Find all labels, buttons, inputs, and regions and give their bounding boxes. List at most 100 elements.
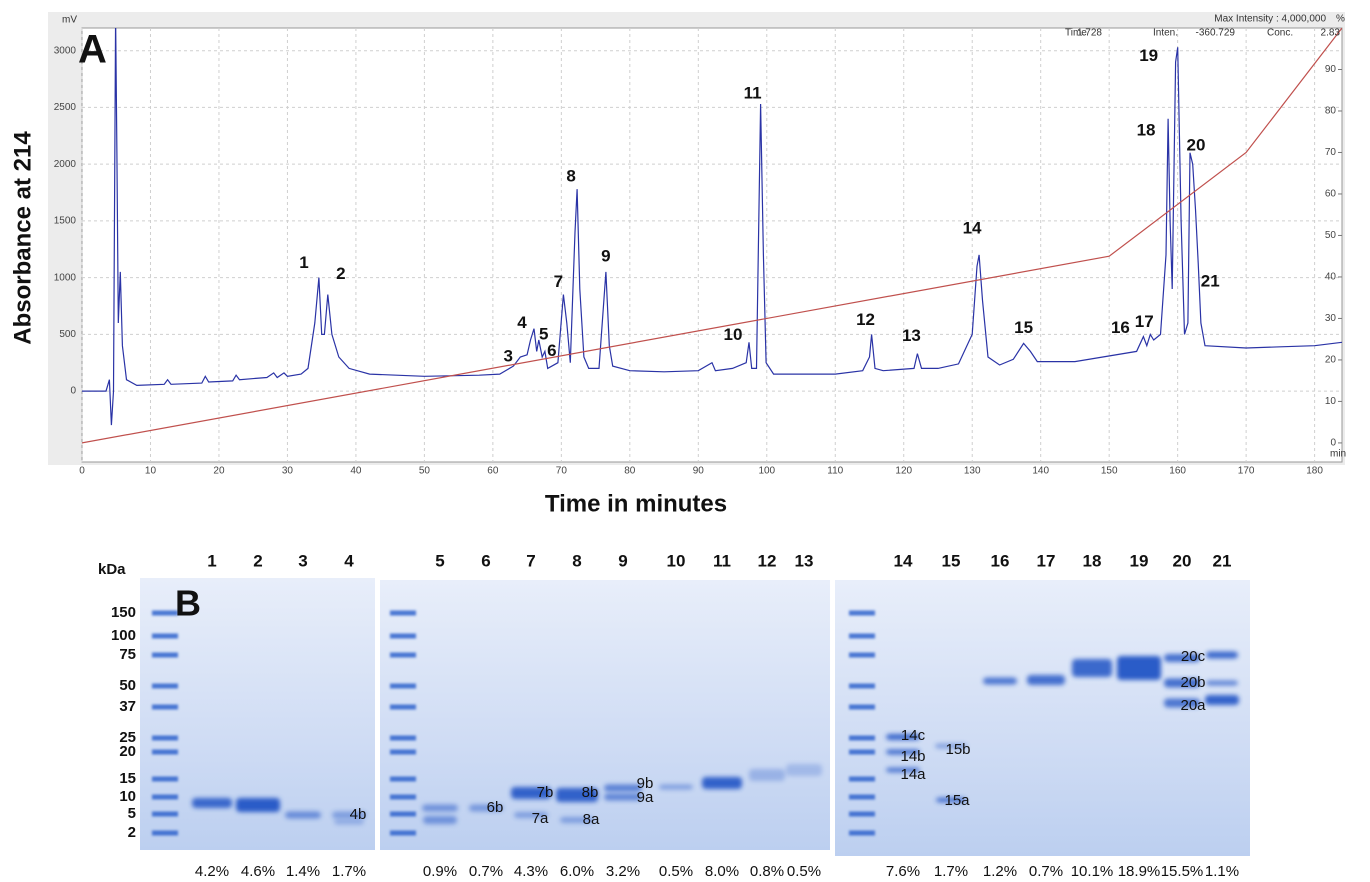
gel-band [422, 804, 458, 812]
band-label: 7a [532, 810, 549, 827]
gel-band [514, 812, 548, 818]
gel-band [936, 797, 966, 803]
lane-number: 15 [942, 551, 961, 570]
gel-band [1164, 698, 1200, 708]
x-axis-title: Time in minutes [545, 490, 727, 517]
gel-band [192, 798, 232, 808]
gel-band [511, 787, 551, 799]
lane-percent: 0.8% [750, 863, 784, 880]
marker-band [152, 749, 178, 755]
gel-band [935, 743, 967, 749]
x-tick-label: 40 [350, 466, 362, 477]
lane-percent: 6.0% [560, 863, 594, 880]
lane-number: 17 [1037, 551, 1056, 570]
series-line [82, 28, 1342, 444]
lane-percent: 4.3% [514, 863, 548, 880]
marker-band [390, 704, 416, 710]
marker-band [390, 776, 416, 782]
band-label: 9a [637, 789, 654, 806]
lane-percent: 0.5% [787, 863, 821, 880]
marker-band [849, 830, 875, 836]
marker-band [152, 652, 178, 658]
plot-area [81, 27, 1343, 463]
peak-label: 14 [963, 218, 982, 237]
lane-percent: 0.7% [1029, 863, 1063, 880]
marker-band [390, 749, 416, 755]
gel-band [886, 734, 920, 740]
y2-tick-label: 80 [1325, 106, 1337, 117]
band-label: 15b [945, 741, 970, 758]
gel-band [1027, 675, 1065, 685]
peak-label: 7 [554, 272, 563, 291]
gel [835, 580, 1250, 856]
y2-tick-label: 30 [1325, 313, 1337, 324]
gel-panel: 1501007550372520151052kDaB14.2%24.6%31.4… [98, 551, 1250, 880]
gel-band [1206, 680, 1238, 686]
readout: Inten. [1153, 28, 1178, 39]
gel-band [786, 764, 822, 776]
y-tick-label: 500 [59, 329, 76, 340]
y-tick-label: 0 [70, 386, 76, 397]
lane-percent: 1.7% [934, 863, 968, 880]
readout: -360.729 [1196, 28, 1236, 39]
marker-band [849, 610, 875, 616]
lane-number: 8 [572, 551, 581, 570]
marker-band [390, 794, 416, 800]
readout: Conc. [1267, 28, 1293, 39]
lane-percent: 15.5% [1161, 863, 1204, 880]
x-tick-label: 110 [827, 466, 843, 477]
x-tick-label: 70 [556, 466, 568, 477]
marker-label: 50 [119, 677, 136, 694]
lane-number: 1 [207, 551, 216, 570]
x-tick-label: 140 [1032, 466, 1049, 477]
lane-percent: 8.0% [705, 863, 739, 880]
gel-band [886, 767, 920, 773]
gel-band [285, 811, 321, 819]
band-label: 9b [637, 775, 654, 792]
marker-band [152, 735, 178, 741]
y2-tick-label: 90 [1325, 64, 1337, 75]
lane-number: 21 [1213, 551, 1232, 570]
marker-label: 37 [119, 698, 136, 715]
band-label: 4b [350, 806, 367, 823]
lane-number: 10 [667, 551, 686, 570]
lane-number: 9 [618, 551, 627, 570]
lane-percent: 4.2% [195, 863, 229, 880]
y2-tick-label: 10 [1325, 396, 1337, 407]
marker-band [152, 794, 178, 800]
peak-label: 1 [299, 253, 308, 272]
lane-percent: 1.4% [286, 863, 320, 880]
gel-band [1206, 651, 1238, 659]
peak-label: 3 [504, 347, 513, 366]
peak-label: 11 [744, 84, 762, 103]
peak-label: 15 [1014, 318, 1033, 337]
gel-band [1072, 659, 1112, 677]
peak-label: 16 [1111, 318, 1130, 337]
x-tick-label: 100 [758, 466, 775, 477]
x-tick-label: 150 [1101, 466, 1118, 477]
lane-number: 13 [795, 551, 814, 570]
band-label: 8a [583, 811, 600, 828]
peak-label: 17 [1135, 312, 1154, 331]
marker-band [390, 735, 416, 741]
lane-number: 16 [991, 551, 1010, 570]
gel-band [556, 788, 598, 802]
band-label: 20b [1180, 674, 1205, 691]
band-label: 15a [944, 792, 970, 809]
marker-label: 2 [128, 824, 136, 841]
x-tick-label: 20 [213, 466, 225, 477]
x-tick-label: 130 [964, 466, 981, 477]
x-tick-label: 90 [693, 466, 705, 477]
gel-band [702, 777, 742, 789]
marker-band [390, 683, 416, 689]
marker-band [152, 704, 178, 710]
peak-label: 2 [336, 264, 345, 283]
lane-percent: 7.6% [886, 863, 920, 880]
marker-band [390, 633, 416, 639]
y-tick-label: 3000 [54, 45, 77, 56]
y-unit: mV [62, 15, 77, 26]
series-line [82, 28, 1342, 426]
marker-band [390, 610, 416, 616]
gel-band [1164, 678, 1200, 688]
